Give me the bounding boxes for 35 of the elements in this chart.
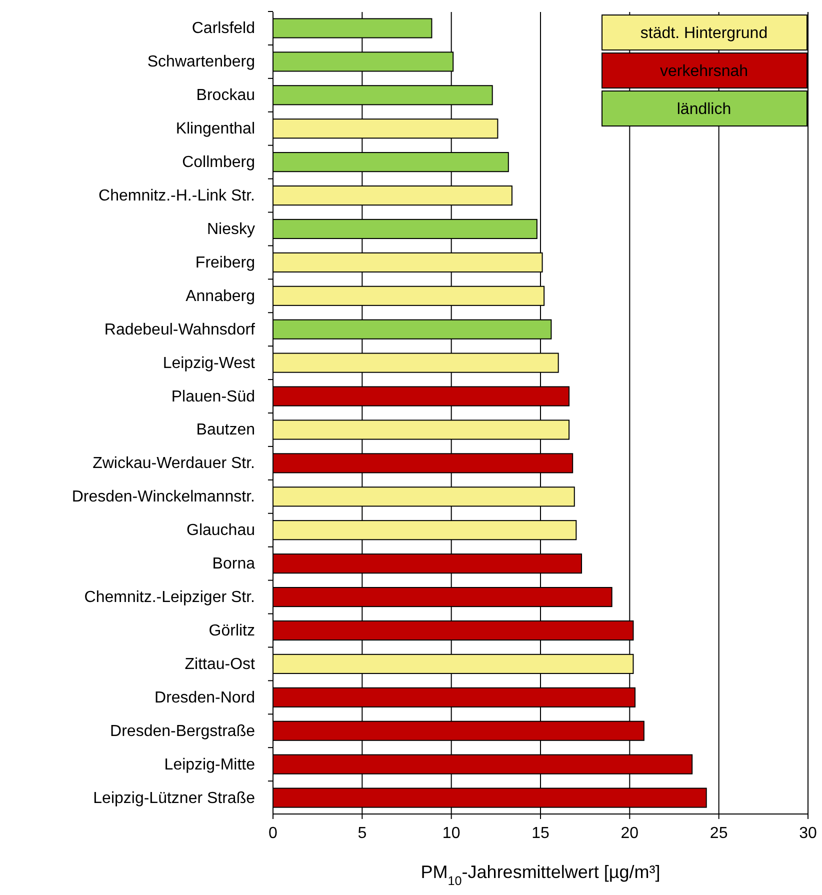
x-tick-label: 25 xyxy=(710,825,728,842)
y-tick-label: Carlsfeld xyxy=(192,20,255,38)
y-tick-label: Leipzig-Mitte xyxy=(164,756,256,774)
x-tick-label: 15 xyxy=(532,825,550,842)
x-tick-label: 0 xyxy=(268,825,278,842)
y-tick-label: Leipzig-West xyxy=(162,354,256,372)
text: ländlich xyxy=(676,101,732,118)
y-tick-label: Klingenthal xyxy=(176,120,255,138)
y-tick-label: Schwartenberg xyxy=(147,54,255,71)
y-tick-label: Dresden-Nord xyxy=(154,689,255,706)
y-tick-label: Brockau xyxy=(196,87,255,104)
y-tick-label: Radebeul-Wahnsdorf xyxy=(104,321,256,338)
text: verkehrsnah xyxy=(660,63,748,80)
x-tick-label: 20 xyxy=(620,825,639,842)
x-tick-label: 5 xyxy=(358,825,367,842)
y-tick-label: Dresden-Winckelmannstr. xyxy=(72,488,255,506)
x-tick-label: 30 xyxy=(799,825,817,842)
y-tick-label: Chemnitz.-Leipziger Str. xyxy=(84,589,255,606)
y-tick-label: Chemnitz.-H.-Link Str. xyxy=(98,188,255,205)
y-tick-label: Niesky xyxy=(206,220,255,238)
y-tick-label: Leipzig-Lützner Straße xyxy=(93,790,256,807)
x-axis-title: PM$_{10}$-Jahresmittelwert [µg/m³] xyxy=(420,862,660,888)
y-tick-label: Glauchau xyxy=(186,522,255,540)
y-tick-label: Annaberg xyxy=(186,288,255,305)
y-tick-label: Dresden-Bergstraße xyxy=(110,722,256,740)
y-tick-label: Görlitz xyxy=(208,622,255,640)
text: städt. Hintergrund xyxy=(640,25,768,42)
y-tick-label: Freiberg xyxy=(195,254,255,272)
y-tick-label: Zwickau-Werdauer Str. xyxy=(92,455,255,472)
y-tick-label: Plauen-Süd xyxy=(171,388,255,406)
y-tick-label: Collmberg xyxy=(182,154,255,172)
y-tick-label: Zittau-Ost xyxy=(184,656,256,673)
x-tick-label: 10 xyxy=(442,825,460,842)
y-tick-label: Bautzen xyxy=(196,422,255,439)
y-tick-label: Borna xyxy=(212,556,256,573)
